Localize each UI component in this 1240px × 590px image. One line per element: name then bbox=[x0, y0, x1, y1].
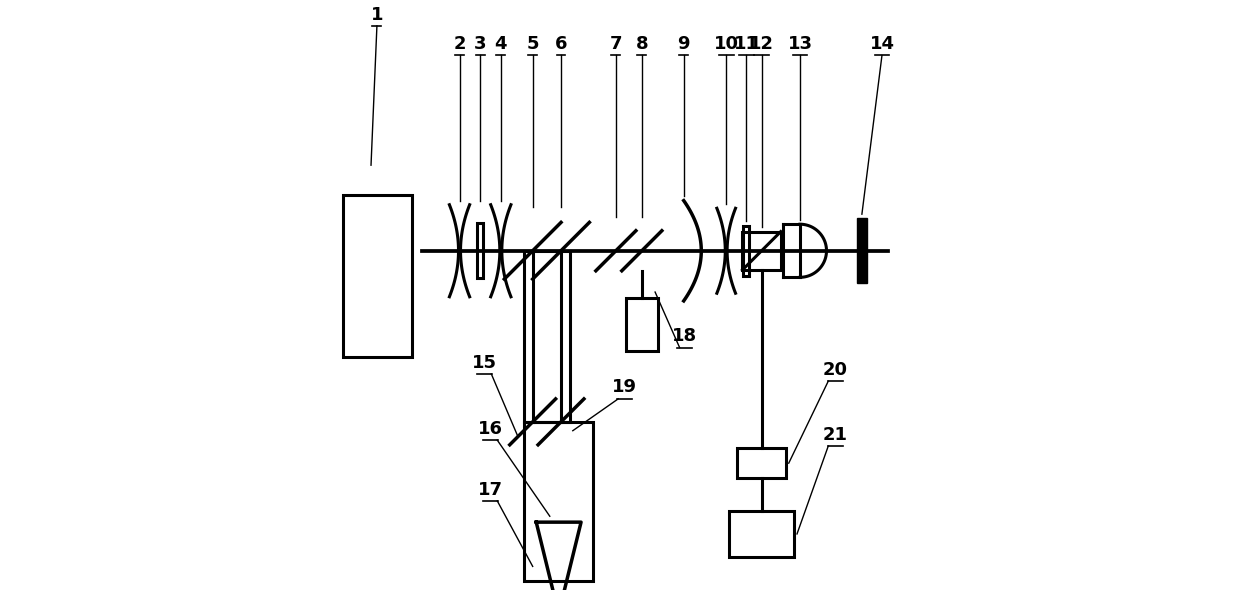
Text: 1: 1 bbox=[371, 5, 383, 24]
Text: 14: 14 bbox=[869, 35, 894, 53]
Bar bbox=[738, 448, 786, 478]
Text: 16: 16 bbox=[477, 419, 502, 438]
Text: 3: 3 bbox=[474, 35, 486, 53]
Text: 15: 15 bbox=[471, 353, 497, 372]
Text: 19: 19 bbox=[611, 378, 636, 396]
Text: 17: 17 bbox=[477, 480, 502, 499]
Text: 9: 9 bbox=[677, 35, 689, 53]
Bar bbox=[729, 511, 794, 557]
Text: 12: 12 bbox=[749, 35, 774, 53]
Bar bbox=[477, 224, 484, 278]
Text: 18: 18 bbox=[672, 327, 697, 345]
Text: 21: 21 bbox=[823, 425, 848, 444]
Text: 6: 6 bbox=[554, 35, 567, 53]
Bar bbox=[342, 195, 413, 357]
Text: 20: 20 bbox=[823, 360, 848, 379]
Text: 11: 11 bbox=[734, 35, 759, 53]
Text: 13: 13 bbox=[787, 35, 812, 53]
Text: 10: 10 bbox=[714, 35, 739, 53]
Bar bbox=[857, 218, 867, 283]
Text: 2: 2 bbox=[454, 35, 466, 53]
Bar bbox=[523, 422, 594, 581]
Text: 5: 5 bbox=[527, 35, 539, 53]
Text: 7: 7 bbox=[610, 35, 622, 53]
Bar bbox=[743, 226, 749, 276]
Text: 8: 8 bbox=[636, 35, 649, 53]
Text: 4: 4 bbox=[495, 35, 507, 53]
Bar bbox=[626, 298, 658, 351]
Bar bbox=[523, 251, 570, 422]
Bar bbox=[743, 232, 781, 270]
